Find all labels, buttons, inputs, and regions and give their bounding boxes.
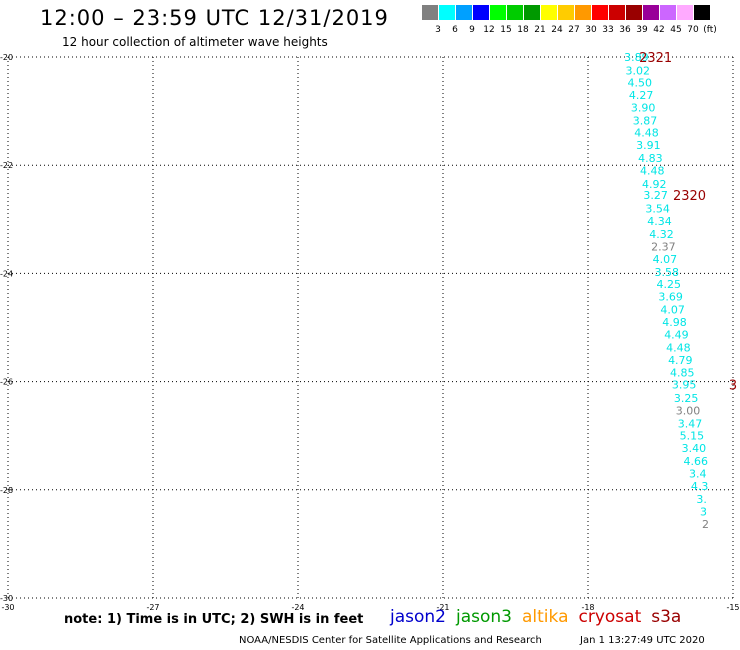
wave-height-value: 4.48 — [640, 165, 665, 178]
scale-swatch — [473, 5, 489, 20]
wave-height-value: 3. — [696, 493, 707, 506]
wave-height-value: 3.00 — [676, 404, 701, 417]
scale-label: 18 — [517, 25, 529, 35]
scale-label: 3 — [435, 25, 441, 35]
scale-swatch — [524, 5, 540, 20]
chart-title: 12:00 – 23:59 UTC 12/31/2019 — [40, 6, 389, 30]
scale-label: 30 — [585, 25, 597, 35]
scale-swatch — [609, 5, 625, 20]
wave-height-value: 3.47 — [678, 417, 703, 430]
wave-height-value: 4.83 — [638, 152, 663, 165]
wave-height-value: 3.02 — [626, 65, 651, 78]
satellite-legend: jason2 jason3 altika cryosat s3a — [390, 607, 691, 627]
wave-height-value: 3.58 — [655, 266, 680, 279]
wave-height-value: 2.37 — [651, 240, 676, 253]
satellite-s3a-label: s3a — [651, 607, 682, 627]
scale-swatch — [694, 5, 710, 20]
y-tick-label: -30 — [0, 594, 13, 603]
wave-height-value: 3.69 — [658, 291, 683, 304]
wave-height-value: 3.25 — [674, 392, 699, 405]
y-tick-label: -20 — [0, 53, 13, 62]
generated-timestamp: Jan 1 13:27:49 UTC 2020 — [580, 635, 705, 646]
wave-height-value: 3.40 — [682, 442, 707, 455]
scale-label: 24 — [551, 25, 563, 35]
wave-height-value: 3.91 — [636, 139, 661, 152]
scale-swatch — [558, 5, 574, 20]
y-tick-label: -24 — [0, 269, 13, 278]
scale-swatch — [439, 5, 455, 20]
wave-height-value: 3.90 — [631, 101, 656, 114]
scale-label: 39 — [636, 25, 648, 35]
y-tick-label: -26 — [0, 378, 13, 387]
satellite-jason3-label: jason3 — [456, 607, 512, 627]
wave-height-value: 4.34 — [647, 215, 672, 228]
satellite-altika-label: altika — [522, 607, 569, 627]
wave-height-value: 4.32 — [649, 228, 674, 241]
x-tick-label: -18 — [581, 603, 594, 612]
scale-swatch — [643, 5, 659, 20]
x-tick-label: -15 — [726, 603, 739, 612]
satellite-jason2-label: jason2 — [390, 607, 446, 627]
wave-height-value: 3.95 — [672, 378, 697, 391]
wave-height-value: 4.66 — [684, 455, 709, 468]
wave-height-value: 4.07 — [653, 253, 678, 266]
wave-height-value: 4.25 — [656, 278, 681, 291]
wave-height-value: 3.4 — [689, 468, 707, 481]
wave-height-value: 4.49 — [664, 329, 689, 342]
scale-label: 6 — [452, 25, 458, 35]
scale-swatch — [592, 5, 608, 20]
scale-swatch — [507, 5, 523, 20]
wave-height-value: 4.92 — [642, 178, 667, 191]
wave-height-value: 4.79 — [668, 354, 693, 367]
wave-height-value: 4.98 — [662, 316, 687, 329]
footer-note: note: 1) Time is in UTC; 2) SWH is in fe… — [64, 612, 364, 627]
scale-swatch — [575, 5, 591, 20]
wave-height-value: 5.15 — [680, 430, 705, 443]
scale-label: 15 — [500, 25, 512, 35]
x-tick-label: -24 — [291, 603, 304, 612]
scale-label: 33 — [602, 25, 614, 35]
y-tick-label: -28 — [0, 486, 13, 495]
scale-swatch — [456, 5, 472, 20]
x-tick-label: -27 — [146, 603, 159, 612]
wave-height-value: 3 — [700, 505, 707, 518]
wave-height-value: 3.27 — [643, 189, 668, 202]
scale-label: 42 — [653, 25, 665, 35]
y-tick-label: -22 — [0, 161, 13, 170]
satellite-cryosat-label: cryosat — [578, 607, 642, 627]
scale-label: 70 — [687, 25, 699, 35]
scale-label: 9 — [469, 25, 475, 35]
scale-swatch — [677, 5, 693, 20]
scale-swatch — [490, 5, 506, 20]
wave-height-value: 4.27 — [629, 89, 654, 102]
wave-height-value: 4.48 — [666, 342, 691, 355]
wave-height-value: 3.54 — [645, 202, 670, 215]
x-tick-label: -21 — [436, 603, 449, 612]
wave-height-value: 3.89 — [624, 51, 649, 64]
scale-swatch — [660, 5, 676, 20]
scale-swatch — [422, 5, 438, 20]
scale-swatch — [541, 5, 557, 20]
wave-height-value: 4.48 — [634, 127, 659, 140]
wave-height-value: 4.07 — [660, 304, 685, 317]
x-tick-label: -30 — [1, 603, 14, 612]
scale-label: 36 — [619, 25, 631, 35]
scale-label: 21 — [534, 25, 546, 35]
track-number-label: 2321 — [639, 51, 672, 66]
wave-height-value: 3.87 — [633, 114, 658, 127]
wave-height-value: 4.3 — [691, 480, 709, 493]
scale-label: 45 — [670, 25, 682, 35]
wave-height-value: 4.85 — [670, 366, 695, 379]
chart-subtitle: 12 hour collection of altimeter wave hei… — [62, 35, 328, 49]
wave-height-value: 2 — [702, 518, 709, 531]
track-number-label: 2320 — [673, 189, 706, 204]
scale-label: 12 — [483, 25, 495, 35]
track-number-label: 3 — [729, 378, 737, 393]
credit-line: NOAA/NESDIS Center for Satellite Applica… — [239, 635, 542, 646]
scale-label: 27 — [568, 25, 580, 35]
scale-swatch — [626, 5, 642, 20]
scale-label: (ft) — [703, 25, 717, 35]
wave-height-value: 4.50 — [627, 76, 652, 89]
